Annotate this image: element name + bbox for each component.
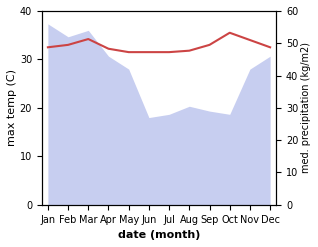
Y-axis label: med. precipitation (kg/m2): med. precipitation (kg/m2) (301, 42, 311, 173)
Y-axis label: max temp (C): max temp (C) (7, 69, 17, 146)
X-axis label: date (month): date (month) (118, 230, 200, 240)
